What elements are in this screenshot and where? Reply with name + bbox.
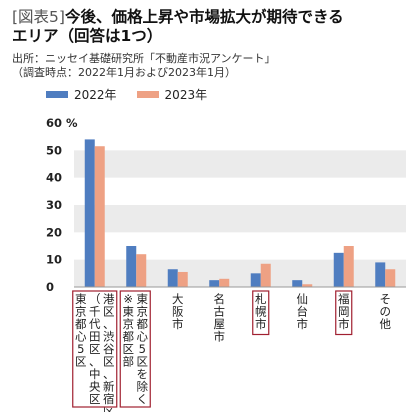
category-label-2: 大阪市 [172, 292, 184, 331]
legend-swatch-2023 [136, 91, 159, 98]
legend-label-2022: 2022年 [74, 88, 117, 102]
category-label-1-1: 東京都心 5 区を除く [137, 292, 149, 406]
category-label-6: 福岡市 [338, 292, 350, 331]
bar-2022-3 [209, 280, 220, 287]
source-note: 出所：ニッセイ基礎研究所「不動産市況アンケート」 [12, 52, 276, 65]
category-label-4: 札幌市 [255, 292, 267, 331]
grid-band-0 [74, 259, 406, 287]
y-axis-unit-label: 60 % [46, 116, 78, 130]
y-tick-label-0: 0 [46, 280, 54, 294]
legend: 2022年 2023年 [46, 86, 227, 103]
title-line-1: 今後、価格上昇や市場拡大が期待できる [64, 8, 344, 26]
bar-2023-1 [136, 254, 147, 287]
title-line-2: エリア（回答は1つ） [12, 27, 163, 45]
legend-label-2023: 2023年 [164, 88, 208, 102]
y-tick-label-50: 50 [46, 143, 62, 157]
bar-2022-5 [292, 280, 303, 287]
legend-swatch-2022 [46, 91, 68, 98]
y-tick-label-20: 20 [46, 225, 62, 239]
category-box-1 [119, 290, 151, 408]
y-tick-label-30: 30 [46, 198, 62, 212]
bar-2023-2 [177, 271, 188, 287]
category-label-0: 東京都心 5 区 [75, 292, 87, 369]
bar-2023-3 [219, 278, 230, 287]
y-tick-label-10: 10 [46, 253, 62, 267]
bar-2022-6 [333, 252, 344, 287]
bar-2022-0 [84, 139, 95, 287]
bar-2023-7 [385, 269, 396, 287]
bar-2023-4 [260, 263, 271, 287]
category-box-4 [252, 290, 270, 336]
bar-2022-7 [375, 262, 386, 287]
bar-2023-0 [94, 146, 105, 287]
y-tick-label-40: 40 [46, 171, 62, 185]
bar-2023-5 [302, 284, 313, 287]
chart-title: [図表5]今後、価格上昇や市場拡大が期待できる エリア（回答は1つ） [12, 8, 412, 46]
bar-2022-2 [167, 269, 178, 287]
category-label-0-2: 港区、渋谷区、新宿区） [103, 292, 115, 412]
category-label-1: ※東京都区部 [123, 292, 135, 369]
category-label-5: 仙台市 [297, 292, 309, 331]
category-box-0 [72, 290, 118, 408]
category-label-0-1: （千代田区、中央区、 [89, 292, 101, 412]
period-note: （調査時点：2022年1月および2023年1月） [12, 66, 236, 79]
bar-2022-1 [126, 246, 137, 287]
category-label-3: 名古屋市 [214, 292, 226, 344]
bar-2023-6 [343, 246, 354, 287]
category-box-6 [335, 290, 353, 336]
grid-band-20 [74, 205, 406, 233]
legend-item-2023: 2023年 [136, 86, 208, 103]
figure-tag: [図表5] [12, 8, 65, 26]
grid-band-40 [74, 150, 406, 178]
bar-2022-4 [250, 273, 261, 287]
category-label-7: その他 [380, 292, 392, 331]
legend-item-2022: 2022年 [46, 86, 117, 103]
